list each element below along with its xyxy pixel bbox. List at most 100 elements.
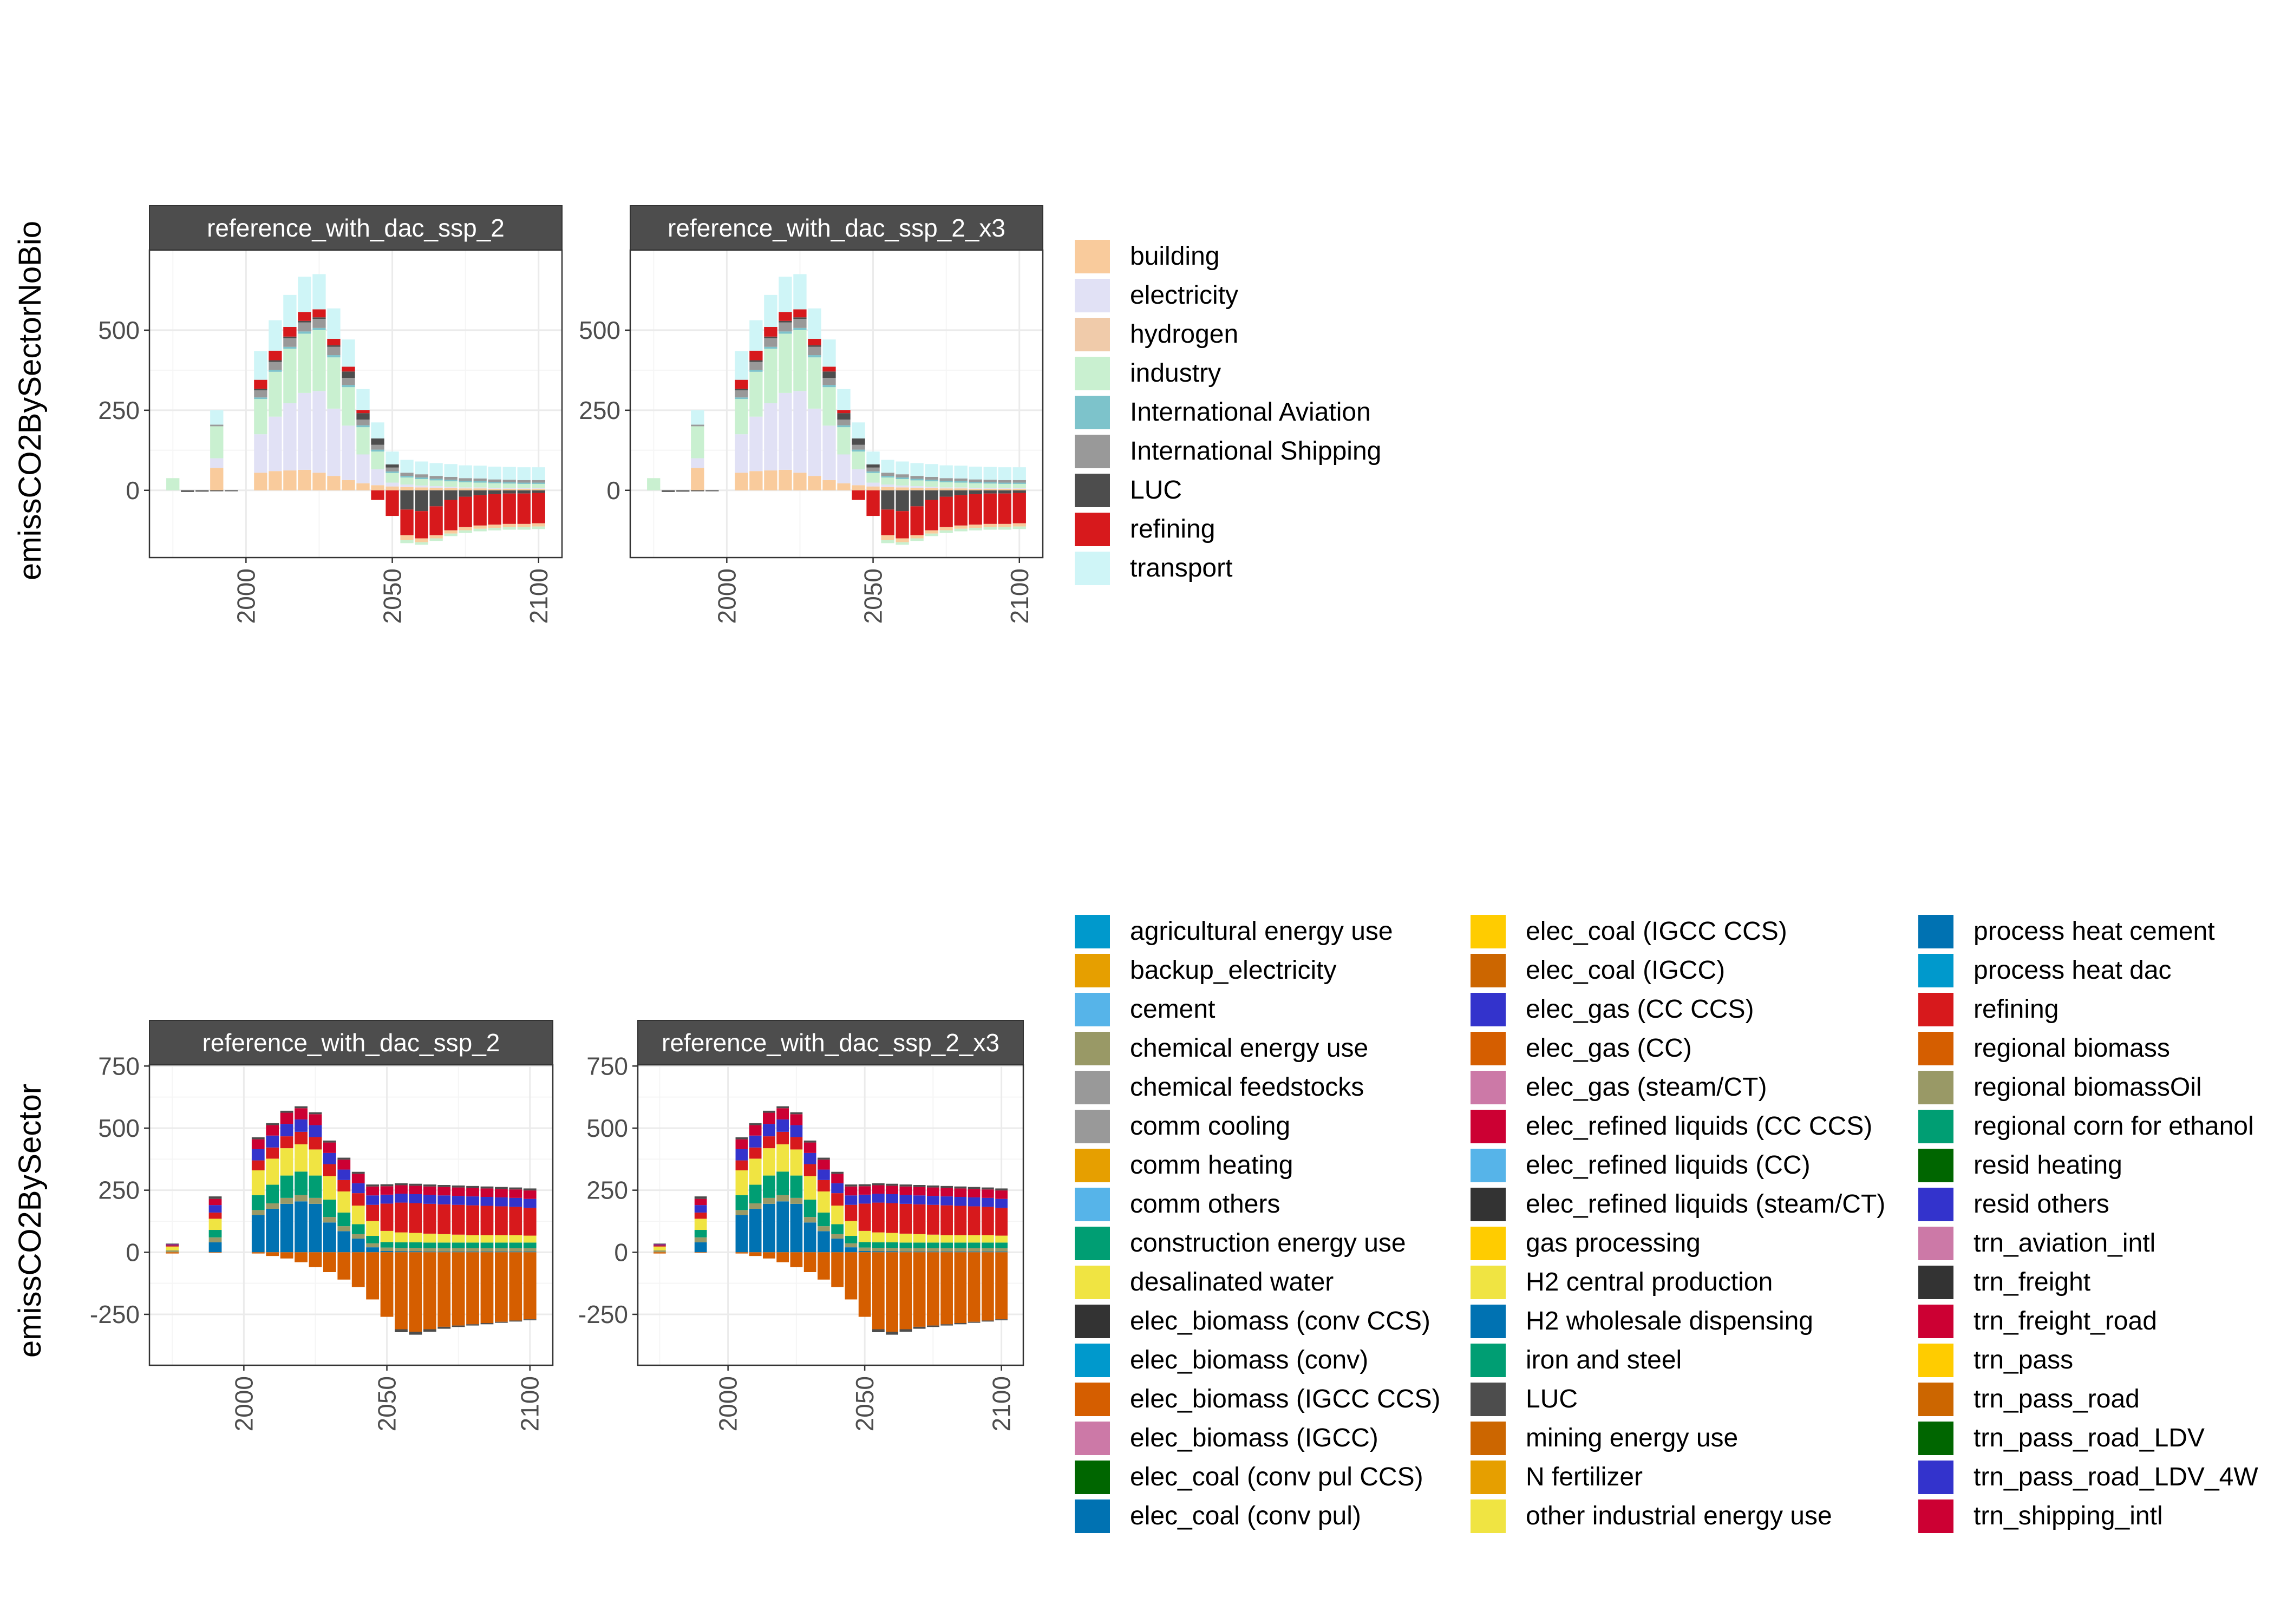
bar-iron-and-steel <box>995 1242 1008 1248</box>
bar-regional-biomass <box>337 1252 351 1280</box>
legend-label: N fertilizer <box>1526 1463 1643 1491</box>
bar-luc <box>195 490 209 492</box>
bar-industry <box>1012 526 1026 529</box>
bar-international-shipping <box>779 322 792 332</box>
bar-trn-freight-road <box>749 1125 762 1136</box>
bar-desalinated-water <box>409 1233 422 1242</box>
bar-luc <box>808 345 821 347</box>
bar-transport <box>808 308 821 339</box>
bar-elec-coal-conv-pul- <box>818 1231 830 1253</box>
bar-chemical-energy-use <box>480 1248 494 1252</box>
bar-international-shipping <box>939 478 953 481</box>
legend-item: refining <box>1918 993 2059 1026</box>
bar-refining <box>380 1203 394 1231</box>
bar-luc <box>995 1319 1008 1320</box>
bar-electricity <box>473 487 487 489</box>
bar-desalinated-water <box>351 1206 365 1224</box>
bar-chemical-energy-use <box>694 1237 707 1242</box>
bar-electricity <box>822 425 836 480</box>
bar-international-aviation <box>749 370 763 372</box>
bar-refining <box>927 1204 939 1235</box>
bar-international-aviation <box>429 479 443 481</box>
bar-industry <box>998 527 1011 530</box>
bar-desalinated-water <box>166 1246 179 1250</box>
bar-international-shipping <box>852 444 865 450</box>
legend-key <box>1075 993 1110 1026</box>
bar-international-aviation <box>969 482 982 483</box>
bar-building <box>881 487 894 490</box>
bar-chemical-energy-use <box>790 1197 803 1204</box>
bar-refining <box>954 495 968 526</box>
bar-regional-biomass <box>251 1252 265 1254</box>
row1-panels: reference_with_dac_ssp_2 0 250 500 2000 2050 2… <box>98 205 1044 624</box>
bar-chemical-energy-use <box>735 1210 748 1215</box>
legend-item: regional corn for ethanol <box>1918 1110 2254 1143</box>
bar-trn-freight-road <box>380 1186 394 1195</box>
bar-chemical-energy-use <box>466 1248 479 1252</box>
bar-regional-biomass <box>927 1252 939 1326</box>
legend-label: industry <box>1130 359 1221 388</box>
bar-trn-pass-road-ldv-4w <box>845 1195 858 1205</box>
bar-chemical-energy-use <box>495 1248 508 1252</box>
bar-luc <box>927 1325 939 1327</box>
bar-international-aviation <box>502 482 516 484</box>
legend-item: trn_aviation_intl <box>1918 1227 2155 1260</box>
bars <box>647 274 1026 545</box>
legend-label: trn_pass <box>1974 1346 2073 1374</box>
bar-electricity <box>459 487 472 489</box>
legend-key <box>1075 1422 1110 1455</box>
bar-electricity <box>342 425 355 480</box>
bar-transport <box>342 339 355 367</box>
legend-item: comm others <box>1075 1188 1280 1221</box>
bar-electricity <box>283 403 297 471</box>
bar-industry <box>283 349 297 403</box>
legend-label: gas processing <box>1526 1229 1701 1258</box>
bar-iron-and-steel <box>337 1212 351 1227</box>
bar-luc <box>910 490 924 507</box>
bar-elec-coal-conv-pul- <box>858 1251 871 1253</box>
bar-transport <box>429 463 443 476</box>
bar-regional-biomass <box>409 1252 422 1332</box>
bar-iron-and-steel <box>437 1242 451 1248</box>
bar-refining <box>981 1207 994 1235</box>
facet-strip <box>630 205 1043 251</box>
bar-trn-freight-road <box>776 1108 789 1119</box>
legend-label: International Aviation <box>1130 398 1371 427</box>
bar-chemical-energy-use <box>927 1248 939 1252</box>
bar-building <box>881 535 894 540</box>
bar-refining <box>351 1193 365 1206</box>
legend-key <box>1471 1383 1506 1416</box>
bar-international-aviation <box>327 355 341 358</box>
bar-trn-freight-road <box>323 1142 336 1153</box>
legend-item: transport <box>1075 552 1232 585</box>
bar-refining <box>337 1180 351 1191</box>
bar-industry <box>793 330 807 391</box>
bar-building <box>385 486 399 490</box>
bar-transport <box>327 308 341 339</box>
bar-building <box>939 527 953 531</box>
bar-luc <box>1012 490 1026 493</box>
bar-refining <box>872 1202 885 1233</box>
bar-iron-and-steel <box>776 1171 789 1195</box>
bar-electricity <box>298 392 311 470</box>
bar-industry <box>983 527 997 530</box>
bar-elec-coal-conv-pul- <box>790 1203 803 1253</box>
bar-trn-freight-road <box>452 1187 465 1196</box>
bar-trn-pass-road-ldv-4w <box>940 1196 953 1206</box>
bar-refining <box>266 1147 279 1159</box>
bar-refining <box>845 1204 858 1221</box>
legend-item: comm heating <box>1075 1149 1293 1182</box>
bar-industry <box>939 530 953 533</box>
legend-label: desalinated water <box>1130 1268 1334 1296</box>
bar-regional-biomass <box>872 1252 885 1330</box>
bar-industry <box>298 333 311 393</box>
bar-refining <box>429 506 443 535</box>
bar-elec-coal-conv-pul- <box>208 1242 222 1253</box>
bar-luc <box>925 490 938 500</box>
bar-regional-biomass <box>981 1252 994 1321</box>
bar-transport <box>837 389 851 410</box>
bar-chemical-energy-use <box>763 1197 775 1204</box>
bar-trn-pass-road-ldv-4w <box>337 1169 351 1180</box>
bar-international-shipping <box>735 390 748 398</box>
bar-refining <box>466 1205 479 1235</box>
